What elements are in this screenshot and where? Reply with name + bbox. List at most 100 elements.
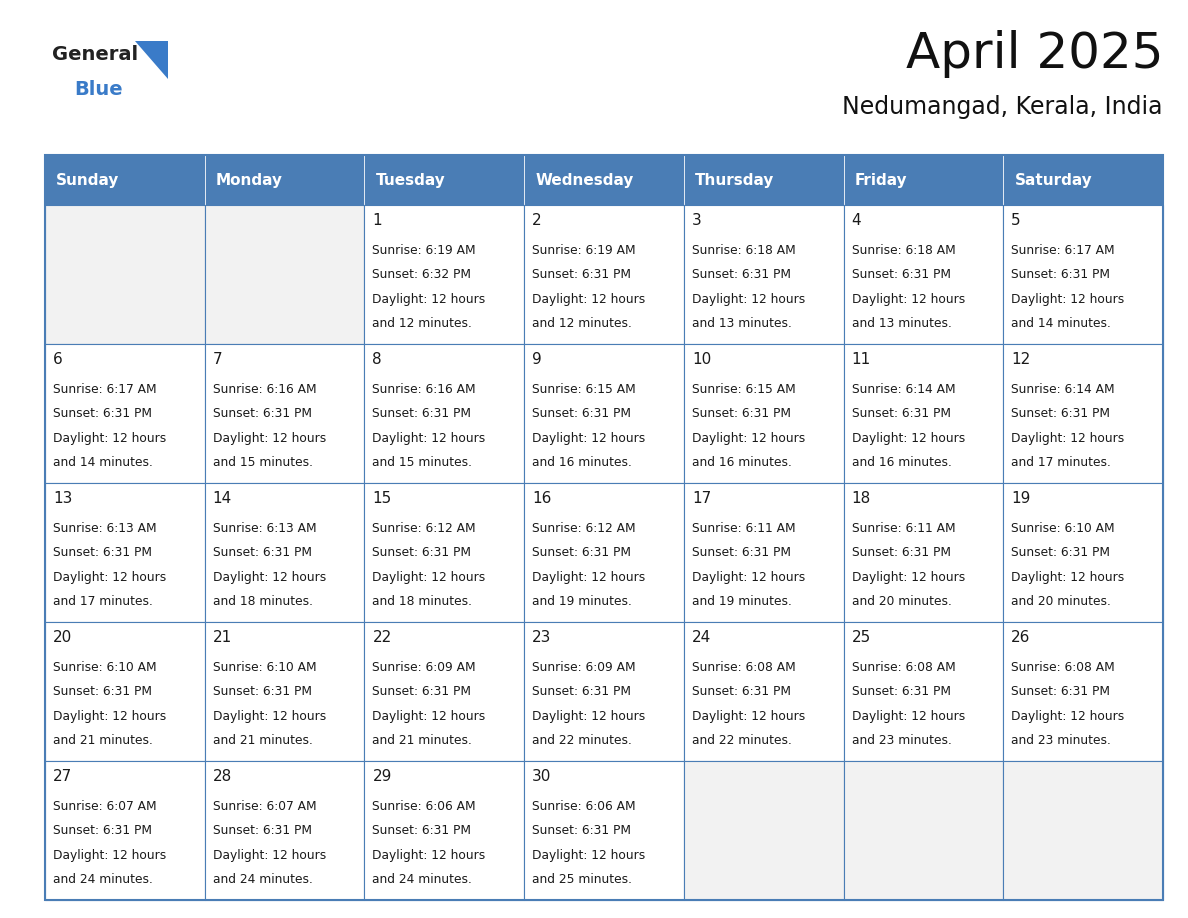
- Text: Sunrise: 6:17 AM: Sunrise: 6:17 AM: [53, 383, 157, 396]
- Bar: [45, 761, 204, 900]
- Text: Sunrise: 6:09 AM: Sunrise: 6:09 AM: [532, 661, 636, 674]
- Text: Sunrise: 6:15 AM: Sunrise: 6:15 AM: [691, 383, 796, 396]
- Text: Sunset: 6:31 PM: Sunset: 6:31 PM: [1011, 685, 1111, 699]
- Text: Sunset: 6:31 PM: Sunset: 6:31 PM: [53, 824, 152, 837]
- Text: 8: 8: [372, 353, 383, 367]
- Text: Daylight: 12 hours: Daylight: 12 hours: [532, 431, 645, 444]
- Text: Sunset: 6:31 PM: Sunset: 6:31 PM: [691, 546, 791, 559]
- Text: Sunset: 6:31 PM: Sunset: 6:31 PM: [213, 546, 311, 559]
- Bar: [843, 483, 1004, 622]
- Text: Daylight: 12 hours: Daylight: 12 hours: [1011, 431, 1125, 444]
- Bar: [204, 761, 365, 900]
- Text: Sunrise: 6:14 AM: Sunrise: 6:14 AM: [852, 383, 955, 396]
- Text: Sunrise: 6:19 AM: Sunrise: 6:19 AM: [532, 244, 636, 257]
- Text: Tuesday: Tuesday: [375, 173, 446, 187]
- Text: and 12 minutes.: and 12 minutes.: [372, 317, 473, 330]
- Text: Daylight: 12 hours: Daylight: 12 hours: [691, 431, 805, 444]
- Text: Sunrise: 6:12 AM: Sunrise: 6:12 AM: [372, 522, 476, 535]
- Bar: [524, 344, 684, 483]
- Text: and 21 minutes.: and 21 minutes.: [53, 733, 153, 747]
- Text: Sunrise: 6:07 AM: Sunrise: 6:07 AM: [213, 800, 316, 813]
- Bar: [684, 155, 843, 205]
- Text: Daylight: 12 hours: Daylight: 12 hours: [852, 293, 965, 306]
- Bar: [1004, 622, 1163, 761]
- Text: and 19 minutes.: and 19 minutes.: [691, 595, 791, 608]
- Text: 7: 7: [213, 353, 222, 367]
- Bar: [204, 205, 365, 344]
- Text: Sunrise: 6:17 AM: Sunrise: 6:17 AM: [1011, 244, 1114, 257]
- Text: and 24 minutes.: and 24 minutes.: [213, 873, 312, 886]
- Text: Sunset: 6:31 PM: Sunset: 6:31 PM: [53, 546, 152, 559]
- Bar: [365, 761, 524, 900]
- Text: Sunrise: 6:12 AM: Sunrise: 6:12 AM: [532, 522, 636, 535]
- Text: and 15 minutes.: and 15 minutes.: [213, 456, 312, 469]
- Text: Sunset: 6:31 PM: Sunset: 6:31 PM: [852, 546, 950, 559]
- Bar: [684, 205, 843, 344]
- Text: Saturday: Saturday: [1015, 173, 1092, 187]
- Bar: [204, 622, 365, 761]
- Text: Sunset: 6:31 PM: Sunset: 6:31 PM: [1011, 268, 1111, 281]
- Bar: [524, 155, 684, 205]
- Text: 4: 4: [852, 213, 861, 229]
- Bar: [45, 344, 204, 483]
- Text: 29: 29: [372, 769, 392, 784]
- Text: Sunset: 6:31 PM: Sunset: 6:31 PM: [372, 824, 472, 837]
- Bar: [843, 155, 1004, 205]
- Bar: [684, 483, 843, 622]
- Text: Sunset: 6:31 PM: Sunset: 6:31 PM: [213, 824, 311, 837]
- Text: Sunrise: 6:08 AM: Sunrise: 6:08 AM: [691, 661, 796, 674]
- Text: 10: 10: [691, 353, 712, 367]
- Text: Sunrise: 6:16 AM: Sunrise: 6:16 AM: [372, 383, 476, 396]
- Bar: [1004, 155, 1163, 205]
- Text: Sunset: 6:31 PM: Sunset: 6:31 PM: [372, 408, 472, 420]
- Text: Daylight: 12 hours: Daylight: 12 hours: [372, 431, 486, 444]
- Text: 2: 2: [532, 213, 542, 229]
- Bar: [45, 483, 204, 622]
- Text: and 23 minutes.: and 23 minutes.: [852, 733, 952, 747]
- Bar: [204, 483, 365, 622]
- Text: 15: 15: [372, 491, 392, 507]
- Text: Sunset: 6:31 PM: Sunset: 6:31 PM: [53, 408, 152, 420]
- Text: Sunrise: 6:11 AM: Sunrise: 6:11 AM: [852, 522, 955, 535]
- Text: Friday: Friday: [854, 173, 908, 187]
- Text: Sunset: 6:31 PM: Sunset: 6:31 PM: [852, 408, 950, 420]
- Text: Daylight: 12 hours: Daylight: 12 hours: [691, 293, 805, 306]
- Text: 27: 27: [53, 769, 72, 784]
- Text: Daylight: 12 hours: Daylight: 12 hours: [213, 710, 326, 722]
- Text: and 19 minutes.: and 19 minutes.: [532, 595, 632, 608]
- Text: Daylight: 12 hours: Daylight: 12 hours: [53, 571, 166, 584]
- Text: and 13 minutes.: and 13 minutes.: [691, 317, 791, 330]
- Text: 17: 17: [691, 491, 712, 507]
- Text: Sunrise: 6:19 AM: Sunrise: 6:19 AM: [372, 244, 476, 257]
- Bar: [204, 344, 365, 483]
- Text: 11: 11: [852, 353, 871, 367]
- Text: Sunset: 6:31 PM: Sunset: 6:31 PM: [213, 685, 311, 699]
- Text: Sunset: 6:31 PM: Sunset: 6:31 PM: [852, 268, 950, 281]
- Bar: [365, 155, 524, 205]
- Text: Sunset: 6:32 PM: Sunset: 6:32 PM: [372, 268, 472, 281]
- Bar: [843, 761, 1004, 900]
- Text: and 24 minutes.: and 24 minutes.: [372, 873, 473, 886]
- Text: Blue: Blue: [74, 80, 122, 99]
- Polygon shape: [135, 41, 168, 79]
- Text: and 22 minutes.: and 22 minutes.: [532, 733, 632, 747]
- Text: 6: 6: [53, 353, 63, 367]
- Text: Daylight: 12 hours: Daylight: 12 hours: [372, 710, 486, 722]
- Text: Daylight: 12 hours: Daylight: 12 hours: [213, 571, 326, 584]
- Text: 13: 13: [53, 491, 72, 507]
- Text: Sunset: 6:31 PM: Sunset: 6:31 PM: [691, 685, 791, 699]
- Text: 12: 12: [1011, 353, 1030, 367]
- Text: Monday: Monday: [216, 173, 283, 187]
- Text: and 17 minutes.: and 17 minutes.: [53, 595, 153, 608]
- Text: and 20 minutes.: and 20 minutes.: [852, 595, 952, 608]
- Text: Sunrise: 6:11 AM: Sunrise: 6:11 AM: [691, 522, 796, 535]
- Bar: [45, 622, 204, 761]
- Text: and 18 minutes.: and 18 minutes.: [372, 595, 473, 608]
- Text: 9: 9: [532, 353, 542, 367]
- Text: Daylight: 12 hours: Daylight: 12 hours: [691, 571, 805, 584]
- Text: and 20 minutes.: and 20 minutes.: [1011, 595, 1111, 608]
- Text: April 2025: April 2025: [905, 30, 1163, 78]
- Text: Sunrise: 6:15 AM: Sunrise: 6:15 AM: [532, 383, 636, 396]
- Text: Daylight: 12 hours: Daylight: 12 hours: [53, 710, 166, 722]
- Text: Sunset: 6:31 PM: Sunset: 6:31 PM: [1011, 408, 1111, 420]
